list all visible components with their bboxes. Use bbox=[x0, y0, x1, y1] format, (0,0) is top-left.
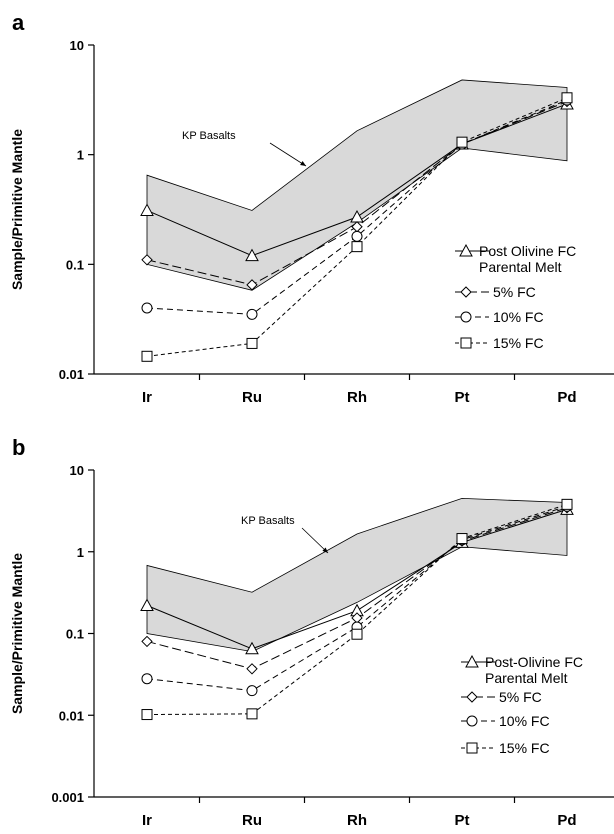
data-point bbox=[141, 350, 153, 362]
data-point bbox=[246, 708, 258, 720]
data-point bbox=[140, 203, 154, 216]
y-tick-label: 10 bbox=[70, 38, 84, 53]
x-tick-label: Pd bbox=[557, 389, 576, 406]
x-tick-label: Pd bbox=[557, 812, 576, 829]
data-point bbox=[245, 248, 259, 262]
data-point bbox=[456, 533, 468, 545]
legend-marker bbox=[465, 654, 479, 668]
legend-marker bbox=[460, 286, 472, 298]
annotation-leader bbox=[301, 527, 329, 554]
legend-marker bbox=[466, 715, 478, 727]
chart-panel-a: a 0.01 0.1 1 10 Ir Ru Rh Pt Pd Sample/Primitive Ma… bbox=[9, 10, 614, 406]
series-square bbox=[141, 498, 573, 721]
legend-label: Parental Melt bbox=[479, 259, 562, 275]
series-triangle bbox=[140, 502, 574, 655]
legend-label: Post Olivine FC bbox=[479, 243, 576, 259]
data-point bbox=[246, 337, 258, 349]
legend-marker bbox=[460, 337, 472, 349]
y-axis-label: Sample/Primitive Mantle bbox=[9, 129, 25, 290]
legend-label: Post-Olivine FC bbox=[485, 654, 583, 670]
legend-marker bbox=[466, 742, 478, 754]
data-point bbox=[141, 635, 153, 648]
band-annotation: KP Basalts bbox=[241, 515, 295, 527]
y-tick-label: 0.001 bbox=[51, 790, 84, 805]
data-point bbox=[456, 136, 468, 148]
data-point bbox=[246, 308, 258, 320]
x-tick-label: Rh bbox=[347, 812, 367, 829]
y-tick-label: 0.01 bbox=[59, 708, 84, 723]
annotation-arrowhead bbox=[322, 547, 328, 553]
series-line bbox=[146, 503, 568, 716]
x-tick-label: Rh bbox=[347, 389, 367, 406]
y-tick-label: 0.1 bbox=[66, 627, 84, 642]
chart-panel-b: b 0.001 0.01 0.1 1 10 Ir Ru Rh Pt Pd Sample/Primiti… bbox=[9, 435, 614, 829]
x-tick-label: Ir bbox=[142, 812, 152, 829]
data-point bbox=[245, 641, 259, 655]
data-point bbox=[351, 628, 363, 640]
data-point bbox=[141, 254, 153, 266]
x-tick-label: Pt bbox=[455, 389, 470, 406]
annotation-arrowhead bbox=[300, 161, 306, 166]
legend-label: 10% FC bbox=[493, 309, 544, 325]
data-point bbox=[351, 241, 363, 253]
kp-basalts-band bbox=[146, 79, 568, 291]
data-point bbox=[351, 230, 363, 242]
data-point bbox=[561, 498, 573, 510]
y-tick-label: 10 bbox=[70, 463, 84, 478]
data-point bbox=[140, 598, 154, 612]
series-square bbox=[141, 92, 573, 362]
y-tick-label: 1 bbox=[77, 545, 84, 560]
data-point bbox=[141, 709, 153, 721]
x-tick-label: Ir bbox=[142, 389, 152, 406]
x-tick-label: Ru bbox=[242, 389, 262, 406]
data-point bbox=[246, 279, 258, 291]
y-axis-label: Sample/Primitive Mantle bbox=[9, 553, 25, 714]
legend-marker bbox=[466, 691, 478, 703]
x-tick-label: Pt bbox=[455, 812, 470, 829]
y-tick-label: 0.01 bbox=[59, 367, 84, 382]
legend-label: 15% FC bbox=[493, 335, 544, 351]
x-tick-label: Ru bbox=[242, 812, 262, 829]
legend-marker bbox=[459, 243, 473, 257]
annotation-leader bbox=[269, 142, 307, 167]
legend-label: 10% FC bbox=[499, 713, 550, 729]
series-line bbox=[146, 505, 568, 692]
legend-marker bbox=[460, 311, 472, 323]
legend-label: 5% FC bbox=[499, 689, 542, 705]
panel-letter: b bbox=[12, 435, 25, 460]
band-annotation: KP Basalts bbox=[182, 130, 236, 142]
data-point bbox=[141, 302, 153, 314]
data-point bbox=[561, 92, 573, 104]
legend-label: 5% FC bbox=[493, 284, 536, 300]
data-point bbox=[246, 663, 258, 675]
legend-label: 15% FC bbox=[499, 740, 550, 756]
y-tick-label: 0.1 bbox=[66, 257, 84, 272]
y-tick-label: 1 bbox=[77, 148, 84, 163]
panel-letter: a bbox=[12, 10, 25, 35]
data-point bbox=[246, 685, 258, 697]
data-point bbox=[141, 673, 153, 685]
legend-label: Parental Melt bbox=[485, 670, 568, 686]
